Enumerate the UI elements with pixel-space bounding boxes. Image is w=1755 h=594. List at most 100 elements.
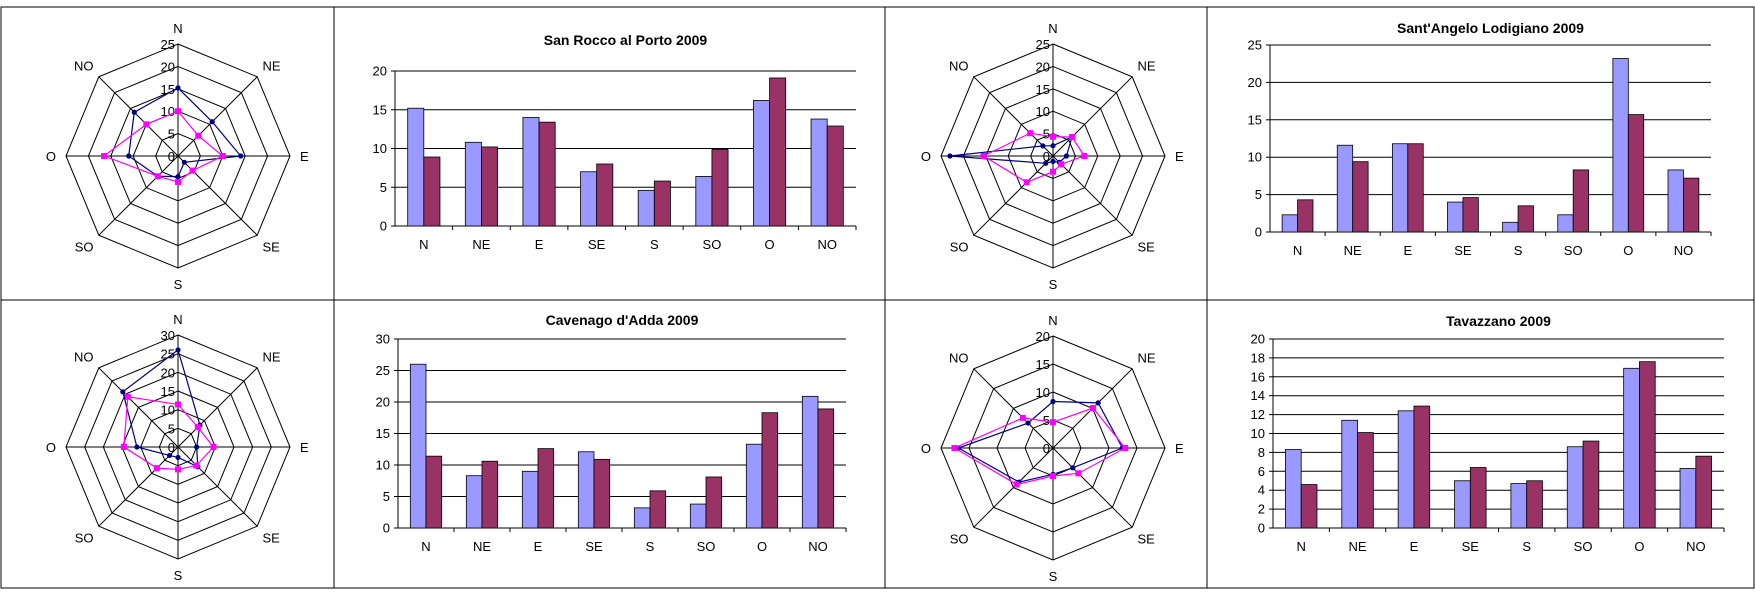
- x-tick-label: SO: [1564, 243, 1583, 258]
- bar: [1462, 197, 1479, 233]
- bar: [1639, 361, 1656, 529]
- bar: [817, 408, 835, 529]
- x-tick-label: NO: [817, 237, 837, 252]
- radar-tick-label: 25: [161, 37, 175, 52]
- bar: [1285, 449, 1302, 529]
- x-tick-label: SO: [1574, 539, 1593, 554]
- radar-spoke: [973, 447, 1054, 528]
- radar-direction-label: N: [1048, 313, 1057, 328]
- y-tick-label: 12: [1251, 407, 1265, 422]
- radar-spoke: [177, 446, 258, 527]
- radar-point: [124, 393, 131, 400]
- bar: [1281, 214, 1298, 233]
- bar: [1341, 419, 1358, 529]
- radar-point: [154, 173, 161, 180]
- bar: [653, 180, 671, 227]
- radar-direction-label: NO: [74, 58, 94, 73]
- bar: [481, 146, 498, 227]
- bar: [465, 475, 483, 529]
- radar-point: [1075, 470, 1082, 477]
- x-tick-label: S: [1522, 539, 1531, 554]
- chart-title: San Rocco al Porto 2009: [544, 32, 708, 48]
- x-tick-label: NO: [808, 539, 828, 554]
- bar-chart-7: Tavazzano 2009 0 2 4 6 8 10 12 14 16 18 20 N NE E SE S SO…: [1251, 313, 1725, 554]
- bar: [1336, 144, 1354, 233]
- y-tick-label: 5: [383, 489, 390, 504]
- radar-point: [175, 178, 181, 185]
- x-tick-label: NE: [473, 539, 491, 554]
- y-tick-label: 15: [376, 426, 390, 441]
- radar-point: [1050, 158, 1056, 164]
- radar-tick-label: 20: [161, 59, 175, 74]
- radar-direction-label: NE: [1138, 58, 1156, 73]
- bar: [537, 448, 555, 529]
- radar-point: [175, 454, 181, 461]
- radar-point: [175, 347, 181, 353]
- radar-point: [143, 121, 150, 128]
- radar-point: [1095, 400, 1101, 406]
- bar: [1510, 483, 1528, 529]
- bar: [753, 100, 770, 227]
- x-tick-label: N: [1293, 243, 1302, 258]
- radar-point: [1050, 419, 1056, 426]
- radar-point: [189, 167, 196, 174]
- radar-spoke: [98, 76, 179, 157]
- radar-tick-label: 5: [1043, 413, 1050, 428]
- x-tick-label: SE: [1462, 539, 1480, 554]
- radar-spoke: [98, 446, 179, 527]
- radar-point: [175, 174, 181, 180]
- radar-point: [1050, 473, 1056, 479]
- radar-point: [210, 444, 217, 450]
- y-tick-label: 20: [373, 64, 387, 79]
- radar-spoke: [973, 76, 1054, 157]
- bar: [538, 121, 556, 227]
- bar: [1627, 114, 1645, 233]
- bar: [522, 117, 540, 227]
- y-tick-label: 25: [1248, 38, 1262, 53]
- radar-chart-2: 0 5 10 15 20 25N NE E SE S SO O NO: [921, 21, 1184, 292]
- radar-point: [980, 153, 987, 159]
- x-tick-label: N: [419, 237, 428, 252]
- x-tick-label: NE: [1344, 243, 1362, 258]
- y-tick-label: 0: [380, 219, 387, 234]
- radar-direction-label: O: [921, 149, 931, 164]
- radar-point: [134, 444, 140, 450]
- radar-tick-label: 25: [1036, 37, 1050, 52]
- x-tick-label: E: [1410, 539, 1419, 554]
- bar: [464, 141, 482, 227]
- radar-spoke: [98, 155, 179, 236]
- bar: [689, 503, 707, 529]
- bar: [649, 490, 667, 529]
- radar-direction-label: NO: [949, 350, 969, 365]
- radar-chart-6: 0 5 10 15 20N NE E SE S SO O NO: [921, 313, 1184, 584]
- x-tick-label: O: [1623, 243, 1633, 258]
- bar: [1357, 432, 1374, 529]
- radar-point: [175, 108, 181, 115]
- radar-point: [1013, 481, 1020, 488]
- radar-direction-label: SO: [75, 240, 94, 255]
- radar-direction-label: NE: [1138, 350, 1156, 365]
- bar: [1566, 446, 1584, 529]
- bar: [1623, 367, 1640, 529]
- bar: [1695, 455, 1712, 529]
- bar: [695, 175, 713, 227]
- x-tick-label: SE: [588, 237, 606, 252]
- radar-point: [1019, 414, 1026, 421]
- y-tick-label: 0: [383, 521, 390, 536]
- y-tick-label: 20: [1248, 75, 1262, 90]
- radar-point: [195, 132, 202, 139]
- radar-point: [1063, 153, 1070, 159]
- radar-point: [1122, 445, 1129, 451]
- radar-point: [1050, 168, 1056, 175]
- radar-spoke: [177, 76, 258, 157]
- radar-tick-label: 0: [1043, 441, 1050, 456]
- bar: [1352, 161, 1369, 233]
- chart-title: Cavenago d'Adda 2009: [546, 312, 699, 328]
- radar-tick-label: 20: [1036, 329, 1050, 344]
- radar-point: [1043, 160, 1049, 166]
- bar: [1413, 405, 1431, 529]
- radar-point: [209, 119, 215, 125]
- radar-point: [194, 444, 200, 450]
- y-tick-label: 8: [1258, 445, 1265, 460]
- y-tick-label: 14: [1251, 388, 1265, 403]
